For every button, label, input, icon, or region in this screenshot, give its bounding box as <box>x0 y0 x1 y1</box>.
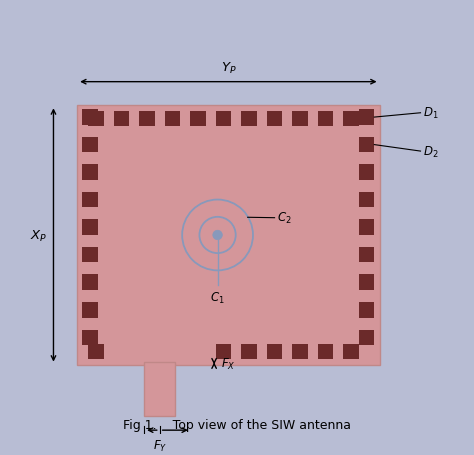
Bar <box>359 275 374 290</box>
Bar <box>359 110 374 126</box>
Bar <box>82 110 98 126</box>
Bar <box>216 111 231 127</box>
Text: Fig 1.    Top view of the SIW antenna: Fig 1. Top view of the SIW antenna <box>123 419 351 431</box>
Bar <box>241 111 256 127</box>
Bar <box>139 111 155 127</box>
Bar <box>267 344 282 359</box>
Bar <box>241 344 256 359</box>
Bar <box>164 111 180 127</box>
Bar <box>88 111 103 127</box>
Bar <box>359 330 374 345</box>
Bar <box>359 137 374 153</box>
Bar <box>359 220 374 235</box>
Bar <box>216 344 231 359</box>
Text: $F_X$: $F_X$ <box>220 356 235 371</box>
Text: $D_2$: $D_2$ <box>423 144 438 159</box>
Bar <box>318 111 333 127</box>
Circle shape <box>213 231 222 240</box>
Bar <box>359 302 374 318</box>
Bar <box>267 111 282 127</box>
Bar <box>82 248 98 263</box>
Text: $C_2$: $C_2$ <box>277 211 292 226</box>
Bar <box>359 192 374 208</box>
Bar <box>82 330 98 345</box>
Bar <box>343 344 359 359</box>
Bar <box>144 363 175 416</box>
Bar <box>292 344 308 359</box>
Bar <box>77 106 380 365</box>
Text: $Y_P$: $Y_P$ <box>220 61 236 76</box>
Text: $C_1$: $C_1$ <box>210 290 225 305</box>
Bar <box>88 344 103 359</box>
Bar <box>82 192 98 208</box>
Bar <box>318 344 333 359</box>
Bar <box>82 302 98 318</box>
Bar <box>343 111 359 127</box>
Text: $D_1$: $D_1$ <box>423 106 438 121</box>
Bar <box>82 137 98 153</box>
Bar <box>359 248 374 263</box>
Bar <box>82 220 98 235</box>
Bar <box>114 111 129 127</box>
Bar <box>190 111 206 127</box>
Bar <box>292 111 308 127</box>
Bar <box>82 275 98 290</box>
Bar <box>82 165 98 181</box>
Text: $X_P$: $X_P$ <box>30 228 47 243</box>
Bar <box>359 165 374 181</box>
Text: $F_Y$: $F_Y$ <box>153 438 167 453</box>
